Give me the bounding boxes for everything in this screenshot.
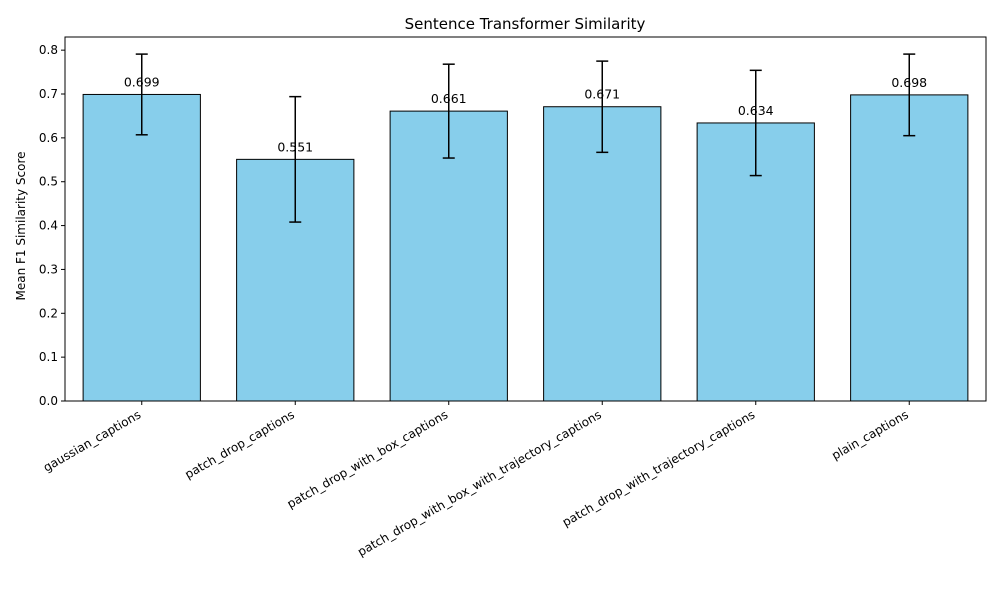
data-label: 0.634 — [738, 103, 774, 118]
x-tick-label: patch_drop_with_box_with_trajectory_capt… — [355, 407, 604, 559]
y-tick-label: 0.0 — [39, 394, 58, 408]
y-tick-label: 0.5 — [39, 175, 58, 189]
y-axis-label: Mean F1 Similarity Score — [14, 151, 28, 300]
chart-title: Sentence Transformer Similarity — [405, 15, 646, 33]
plot-area: 0.0 0.1 0.2 0.3 0.4 0.5 0.6 0.7 0.8 0.699 gaussian… — [39, 36, 987, 559]
x-tick-label: gaussian_captions — [41, 407, 143, 474]
data-label: 0.671 — [584, 87, 620, 102]
bar — [543, 106, 662, 402]
data-label: 0.551 — [277, 139, 313, 154]
data-label: 0.698 — [891, 75, 927, 90]
y-tick-label: 0.3 — [39, 262, 58, 276]
y-tick-label: 0.2 — [39, 306, 58, 320]
data-label: 0.699 — [124, 74, 160, 89]
plot-frame — [64, 36, 987, 402]
y-tick-label: 0.4 — [39, 219, 58, 233]
y-tick-label: 0.6 — [39, 131, 58, 145]
x-tick-label: patch_drop_captions — [182, 407, 296, 481]
data-label: 0.661 — [431, 91, 467, 106]
x-tick-label: patch_drop_with_box_captions — [285, 407, 451, 511]
y-tick-label: 0.8 — [39, 43, 58, 57]
bar — [82, 93, 201, 402]
x-tick-label: plain_captions — [829, 407, 911, 462]
y-tick-label: 0.7 — [39, 87, 58, 101]
bar — [389, 110, 508, 402]
bar — [850, 94, 969, 402]
y-tick-label: 0.1 — [39, 350, 58, 364]
